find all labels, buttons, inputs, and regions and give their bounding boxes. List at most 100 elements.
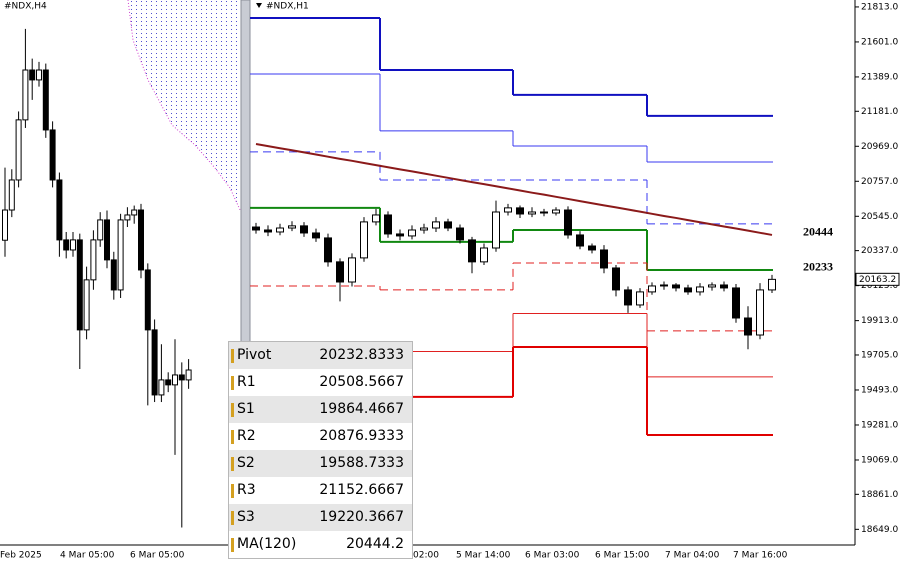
y-tick-label: 20757.0 <box>861 177 898 187</box>
row-icon <box>231 484 234 498</box>
level-value: 20876.9333 <box>319 428 404 444</box>
candle-body <box>720 284 728 289</box>
candle-body <box>124 214 131 221</box>
level-value: 20444.2 <box>346 536 404 552</box>
candle-body <box>540 211 548 214</box>
h4-pane <box>2 0 241 528</box>
candle-body <box>768 278 776 291</box>
candle-body <box>90 239 97 281</box>
level-name: S2 <box>237 455 255 471</box>
candle-body <box>528 211 536 215</box>
candle-body <box>696 286 704 293</box>
x-tick-label: 5 Mar 14:00 <box>456 551 511 561</box>
row-icon <box>231 457 234 471</box>
y-tick-label: 21813.0 <box>861 2 898 12</box>
candle-body <box>300 225 308 234</box>
candle-body <box>396 233 404 237</box>
candle-body <box>104 219 110 261</box>
candle-body <box>420 227 428 231</box>
row-icon <box>231 430 234 444</box>
y-tick-label: 19705.0 <box>861 350 898 360</box>
current-price-box <box>855 272 900 286</box>
candle-body <box>468 239 476 263</box>
x-tick-label: 7 Mar 04:00 <box>665 551 720 561</box>
candle-body <box>185 369 192 381</box>
y-tick-label: 20969.0 <box>861 142 898 152</box>
candle-body <box>36 69 42 81</box>
candle-body <box>70 239 76 251</box>
current-price: 20163.2 <box>859 275 896 285</box>
table-row: R3 21152.6667 <box>229 477 412 504</box>
y-tick-label: 18861.0 <box>861 490 898 500</box>
x-tick-label: 02:00 <box>413 551 439 561</box>
x-tick-label: 4 Mar 05:00 <box>60 551 115 561</box>
candle-body <box>165 379 172 386</box>
candle-body <box>516 207 524 215</box>
table-row: R2 20876.9333 <box>229 423 412 450</box>
h1-pane <box>250 16 776 437</box>
y-tick-label: 19069.0 <box>861 455 898 465</box>
candle-body <box>456 227 464 241</box>
candle-body <box>432 221 440 229</box>
candle-body <box>42 69 49 131</box>
y-tick-label: 21601.0 <box>861 37 898 47</box>
level-name: R2 <box>237 428 256 444</box>
candle-body <box>492 211 500 249</box>
x-tick-label: 7 Mar 16:00 <box>733 551 788 561</box>
candle-body <box>648 285 656 293</box>
y-tick-label: 19913.0 <box>861 316 898 326</box>
candle-body <box>360 221 368 259</box>
candle-body <box>660 284 668 287</box>
candle-body <box>49 129 56 181</box>
candle-body <box>138 209 144 271</box>
candle-body <box>576 234 584 247</box>
candle-body <box>708 284 716 288</box>
candle-body <box>324 237 332 263</box>
level-name: R1 <box>237 374 256 390</box>
level-name: MA(120) <box>237 536 297 552</box>
candle-body <box>312 232 320 239</box>
candle-body <box>2 209 8 241</box>
level-name: Pivot <box>237 347 272 363</box>
candle-body <box>564 209 572 236</box>
candle-body <box>372 214 380 223</box>
table-row: R1 20508.5667 <box>229 369 412 396</box>
candle-body <box>110 259 117 291</box>
row-icon <box>231 538 234 552</box>
menu-arrow[interactable] <box>256 3 262 8</box>
y-tick-label: 20125.0 <box>861 281 898 291</box>
candle-body <box>264 229 272 233</box>
level-value: 20508.5667 <box>319 374 404 390</box>
candle-body <box>83 279 90 331</box>
candle-body <box>131 209 138 216</box>
candle-body <box>15 119 22 181</box>
x-tick-label: 6 Mar 03:00 <box>525 551 580 561</box>
price-axis: 21813.0 21601.0 21389.0 21181.0 20969.0 20757… <box>0 0 900 546</box>
candle-body <box>29 69 36 81</box>
candle-body <box>151 329 158 396</box>
candle-body <box>636 291 644 306</box>
y-tick-label: 18649.0 <box>861 525 898 535</box>
y-tick-label: 21181.0 <box>861 107 898 117</box>
candle-body <box>336 261 344 283</box>
pivot-table: Pivot 20232.8333 R1 20508.5667 S1 19864.4667 R… <box>228 341 413 559</box>
candle-body <box>348 257 356 283</box>
candle-body <box>288 225 296 229</box>
price-label: 20233 <box>803 260 833 274</box>
candle-body <box>444 221 452 229</box>
candle-body <box>276 227 284 233</box>
price-label: 20444 <box>803 225 833 239</box>
table-row: S1 19864.4667 <box>229 396 412 423</box>
table-row: Pivot 20232.8333 <box>229 342 412 369</box>
candle-body <box>480 247 488 263</box>
candle-body <box>552 209 560 214</box>
candle-body <box>8 179 15 211</box>
candle-body <box>672 284 680 289</box>
candle-body <box>600 249 608 269</box>
x-tick-label: Feb 2025 <box>0 551 42 561</box>
candle-body <box>408 229 416 237</box>
candle-body <box>624 289 632 306</box>
candle-body <box>22 69 29 121</box>
candle-body <box>612 267 620 291</box>
